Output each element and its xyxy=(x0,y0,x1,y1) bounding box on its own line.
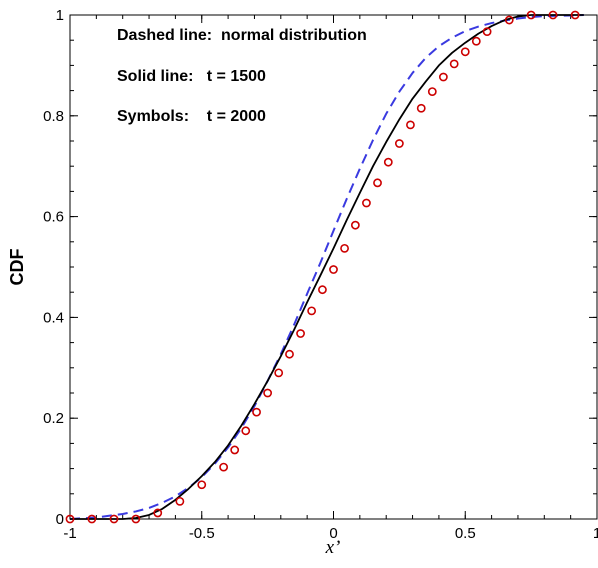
marker-point xyxy=(263,388,273,398)
marker-point xyxy=(153,508,163,518)
x-tick-label: -0.5 xyxy=(189,525,215,542)
x-axis-label: x’ xyxy=(325,537,341,558)
axis-tick-labels: -1 -0.5 0 0.5 1 0 0.2 0.4 0.6 0.8 1 xyxy=(43,7,598,542)
x-tick-label: -1 xyxy=(63,525,76,542)
marker-point xyxy=(274,368,284,378)
marker-point xyxy=(504,15,514,25)
y-tick-label: 0 xyxy=(56,511,64,528)
marker-point xyxy=(438,72,448,82)
marker-point xyxy=(482,27,492,37)
marker-point xyxy=(307,306,317,316)
marker-point xyxy=(109,514,119,524)
marker-point xyxy=(87,514,97,524)
y-tick-label: 1 xyxy=(56,7,64,24)
dashed-series-line xyxy=(69,14,584,520)
y-axis-label: CDF xyxy=(7,249,27,286)
marker-point xyxy=(548,10,558,20)
marker-point xyxy=(219,462,229,472)
y-tick-label: 0.6 xyxy=(43,209,64,226)
marker-point xyxy=(362,198,371,208)
marker-point xyxy=(131,514,141,524)
y-tick-label: 0.2 xyxy=(43,410,64,427)
marker-point xyxy=(570,10,580,20)
marker-point xyxy=(416,103,426,113)
marker-point xyxy=(329,265,338,274)
solid-series-line xyxy=(70,14,584,520)
y-tick-label: 0.8 xyxy=(43,108,64,125)
marker-point xyxy=(449,59,459,69)
marker-point xyxy=(285,349,294,359)
marker-point xyxy=(526,10,536,20)
marker-point xyxy=(340,243,349,253)
marker-point xyxy=(383,157,393,167)
marker-point xyxy=(252,407,261,417)
marker-point xyxy=(471,36,481,46)
annotation-solid-line: Solid line: t = 1500 xyxy=(117,68,266,85)
plot-frame xyxy=(69,14,598,520)
marker-point xyxy=(197,480,207,490)
marker-point xyxy=(175,496,185,506)
marker-point xyxy=(241,426,251,436)
marker-point xyxy=(373,178,382,188)
annotation-symbols: Symbols: t = 2000 xyxy=(117,108,266,125)
marker-point xyxy=(318,285,327,295)
axis-ticks xyxy=(69,14,598,520)
marker-point xyxy=(230,445,240,455)
x-tick-label: 0 xyxy=(329,525,337,542)
y-tick-label: 0.4 xyxy=(43,309,64,326)
x-tick-label: 1 xyxy=(593,525,598,542)
marker-point xyxy=(406,120,415,130)
marker-point xyxy=(296,329,305,338)
marker-point xyxy=(427,87,437,97)
marker-point xyxy=(65,514,75,524)
marker-point xyxy=(460,47,470,57)
marker-point xyxy=(350,220,360,230)
marker-point xyxy=(394,139,404,148)
x-tick-label: 0.5 xyxy=(455,525,476,542)
annotation-dashed-line: Dashed line: normal distribution xyxy=(117,27,367,44)
series-layer xyxy=(65,10,584,524)
